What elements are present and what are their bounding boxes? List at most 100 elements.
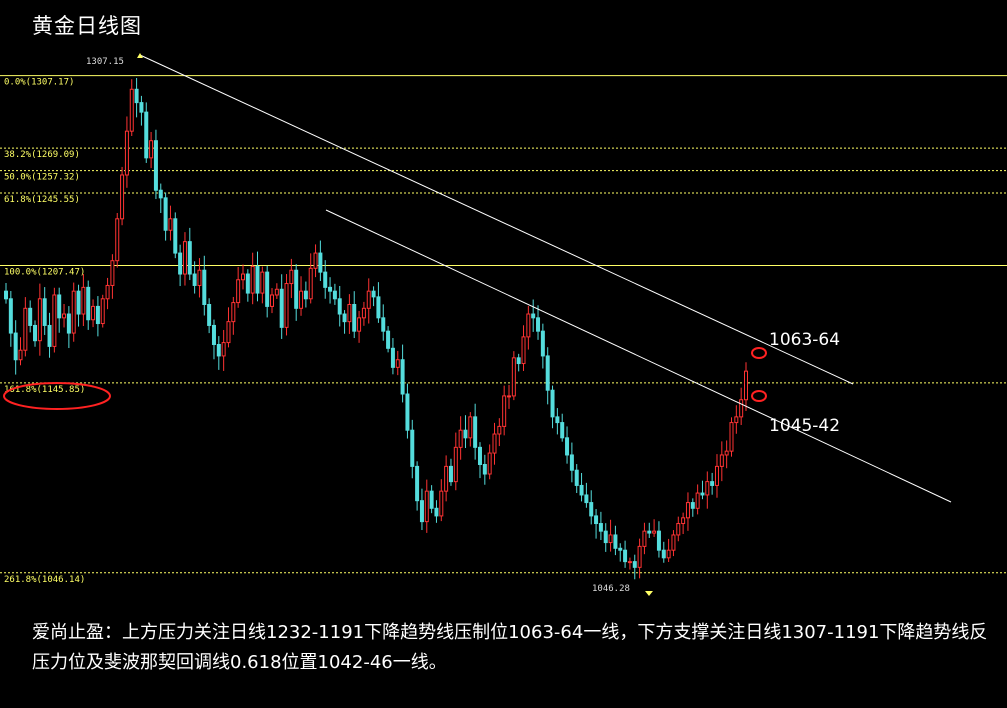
candle-body [700,492,705,496]
candle [149,131,154,169]
candle [444,455,449,502]
candle [28,300,33,333]
candlestick-chart: 0.0%(1307.17) 38.2%(1269.09) 50.0%(1257.32… [0,53,1007,596]
candle [226,307,231,348]
candle-body [100,298,105,325]
candle-body [226,321,231,344]
candle [115,213,120,268]
candle-body [28,307,33,326]
candle [318,240,323,281]
candle-body [120,174,125,220]
candle-body [323,271,328,288]
candle [637,538,642,579]
candle [95,296,100,337]
candle-body [71,290,76,334]
candle-body [516,357,521,365]
candle-body [468,416,473,439]
candle-body [371,290,376,298]
candle-body [376,296,381,319]
candle-body [434,507,439,517]
candle [187,227,192,281]
fib-label: 100.0%(1207.47) [4,268,85,278]
candle-body [729,422,734,452]
candle-body [453,446,458,483]
candle [661,541,666,563]
candle [289,258,294,299]
candle [158,183,163,214]
candle-body [163,197,168,231]
candle-body [18,349,23,361]
candle-body [594,515,599,525]
fib-label: 161.8%(1145.85) [4,385,85,395]
candle-body [444,465,449,492]
candle [347,294,352,334]
candle-body [555,416,560,424]
candle [647,522,652,538]
candle [516,353,521,372]
candle-body [294,269,299,309]
candle [497,418,502,447]
candle-body [42,298,47,326]
candle [71,282,76,342]
candle [303,281,308,308]
candle [681,512,686,535]
candle-body [8,298,13,334]
candle [381,304,386,341]
candle [511,351,516,401]
candle-body [415,465,420,502]
candle [642,522,647,555]
fib-highlight-ellipse [3,382,111,410]
candle [453,432,458,491]
candle [395,350,400,376]
candle-body [681,517,686,525]
candle [526,305,531,350]
candle [105,277,110,310]
high-marker-arrow [137,53,143,58]
candle [192,261,197,294]
candle-body [115,218,120,262]
candle [33,320,38,347]
candle [521,325,526,371]
candle [4,282,8,304]
candle [405,383,410,439]
candle-body [603,530,608,544]
candle [536,305,541,340]
candle [168,205,173,241]
candle [366,278,371,324]
candle [66,306,71,349]
candle-body [236,279,241,304]
candle [419,488,424,531]
candle-body [744,370,748,401]
candle [390,338,395,375]
candle [86,280,91,330]
candle-body [221,342,226,357]
candle-body [95,305,100,325]
candle [473,403,478,460]
candle [211,319,216,360]
candle [729,417,734,457]
candle [279,274,284,339]
candle-body [540,330,545,357]
candle [424,479,429,533]
candle [57,287,62,333]
candle [685,492,690,531]
candle-body [352,304,357,332]
candle-body [187,241,192,275]
candle-body [656,530,661,551]
fib-label: 261.8%(1046.14) [4,575,85,585]
candle-body [536,317,541,332]
candle-body [124,130,129,176]
candle-body [91,305,96,321]
candle-body [608,534,613,544]
candle [337,285,342,327]
candle [744,362,748,411]
candle [705,471,710,509]
candle [197,258,202,298]
candle-body [250,265,255,294]
candle-body [589,502,594,517]
candle-body [526,313,531,338]
candle-body [381,317,386,332]
candle [313,244,318,278]
fib-label: 38.2%(1269.09) [4,150,80,160]
candle-body [139,102,144,113]
